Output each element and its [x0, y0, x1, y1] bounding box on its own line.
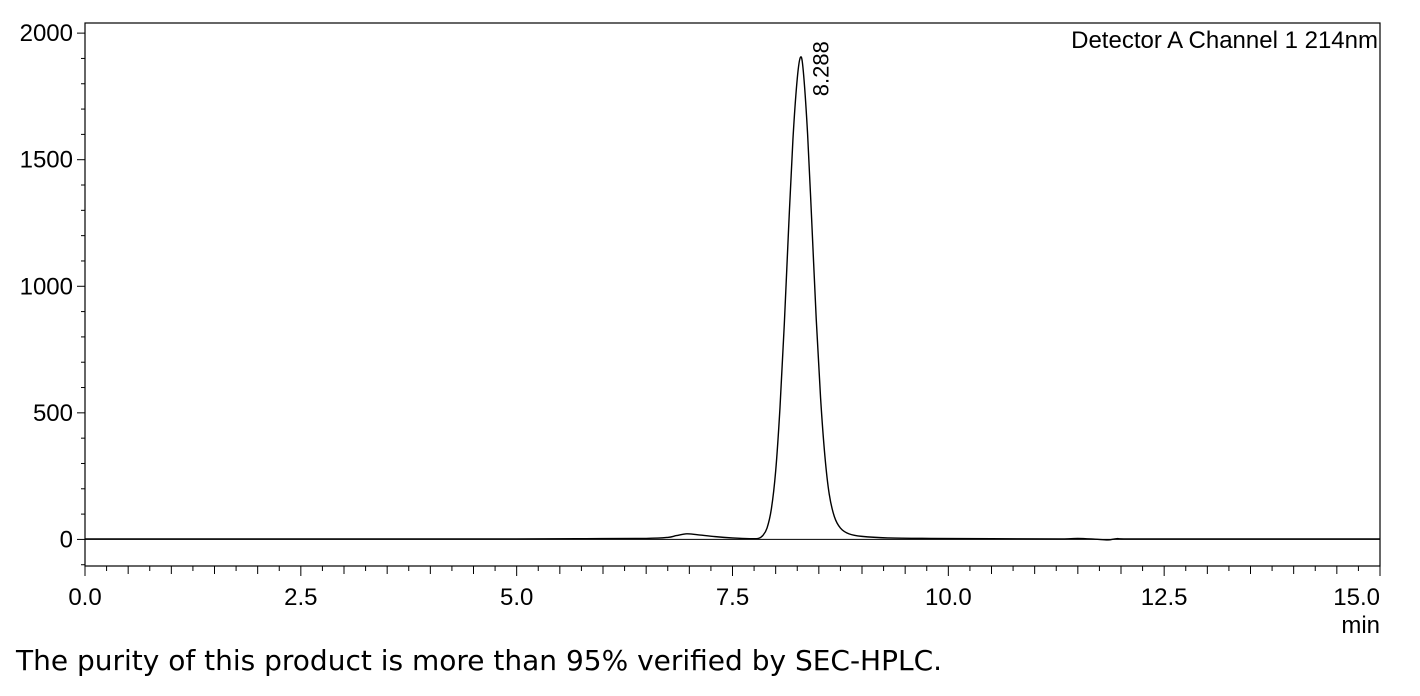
chromatogram-trace — [84, 56, 1380, 541]
x-tick-label: 0.0 — [68, 584, 101, 611]
legend-label: Detector A Channel 1 214nm — [1071, 27, 1378, 54]
x-axis: 0.0 2.5 5.0 7.5 10.0 12.5 15.0 — [68, 566, 1381, 611]
y-tick-label: 1000 — [20, 273, 73, 300]
x-tick-label: 12.5 — [1141, 584, 1188, 611]
peak-label: 8.288 — [809, 41, 834, 96]
x-axis-unit-label: min — [1341, 612, 1380, 639]
x-tick-label: 2.5 — [284, 584, 317, 611]
plot-frame — [84, 22, 1381, 567]
y-tick-label: 2000 — [20, 20, 73, 47]
x-tick-label: 5.0 — [500, 584, 533, 611]
purity-caption: The purity of this product is more than … — [16, 644, 943, 677]
x-tick-label: 10.0 — [925, 584, 972, 611]
chromatogram-chart: 0 500 1000 1500 2000 0.0 2.5 5.0 7.5 10.0 12.5 15.… — [20, 20, 1381, 639]
y-axis: 0 500 1000 1500 2000 — [20, 20, 85, 566]
y-tick-label: 0 — [60, 526, 73, 553]
y-tick-label: 1500 — [20, 147, 73, 174]
x-tick-label: 15.0 — [1333, 584, 1380, 611]
y-tick-label: 500 — [33, 400, 73, 427]
x-tick-label: 7.5 — [716, 584, 749, 611]
